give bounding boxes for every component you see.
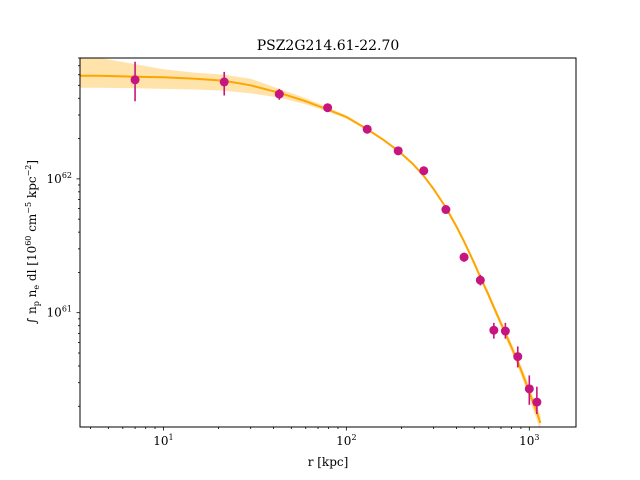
data-point-marker (274, 89, 284, 99)
data-point-marker (130, 75, 140, 85)
chart-title: PSZ2G214.61-22.70 (257, 38, 400, 54)
data-point (362, 124, 372, 134)
data-point (130, 61, 140, 102)
data-point-marker (500, 326, 510, 336)
y-axis-ticks: 1061 1062 (47, 57, 80, 407)
plot-area (80, 58, 542, 427)
data-point (323, 103, 333, 113)
model-curve (80, 74, 542, 424)
data-point (475, 274, 485, 286)
x-tick-label: 101 (153, 433, 173, 448)
data-point (441, 205, 451, 215)
data-point-marker (219, 77, 229, 87)
data-point (524, 375, 534, 405)
data-point-marker (323, 103, 333, 113)
data-point-marker (419, 166, 429, 176)
x-axis-ticks: 101 102 103 (90, 427, 539, 448)
x-tick-label: 102 (336, 433, 356, 448)
data-point (219, 71, 229, 96)
y-axis-label: ∫ np ne dl [1060 cm−5 kpc−2] (24, 160, 41, 324)
y-tick-label: 1062 (47, 171, 72, 186)
data-points (130, 61, 542, 415)
data-point-marker (532, 397, 542, 407)
data-point (500, 322, 510, 339)
data-point-marker (475, 275, 485, 285)
data-point (532, 386, 542, 415)
x-axis-label: r [kpc] (308, 455, 349, 469)
model-uncertainty-band (80, 58, 541, 427)
x-tick-label: 103 (519, 433, 539, 448)
data-point-marker (362, 124, 372, 134)
plot-frame (79, 57, 577, 428)
data-point-marker (441, 205, 451, 215)
data-point (489, 322, 499, 339)
data-point (459, 252, 469, 262)
data-point-marker (524, 384, 534, 394)
data-point-marker (513, 352, 523, 362)
data-point-marker (489, 325, 499, 335)
data-point (419, 166, 429, 176)
data-point-marker (459, 252, 469, 262)
data-point (393, 146, 403, 156)
data-point (274, 88, 284, 100)
y-tick-label: 1061 (47, 305, 72, 320)
data-point (513, 346, 523, 368)
data-point-marker (393, 146, 403, 156)
